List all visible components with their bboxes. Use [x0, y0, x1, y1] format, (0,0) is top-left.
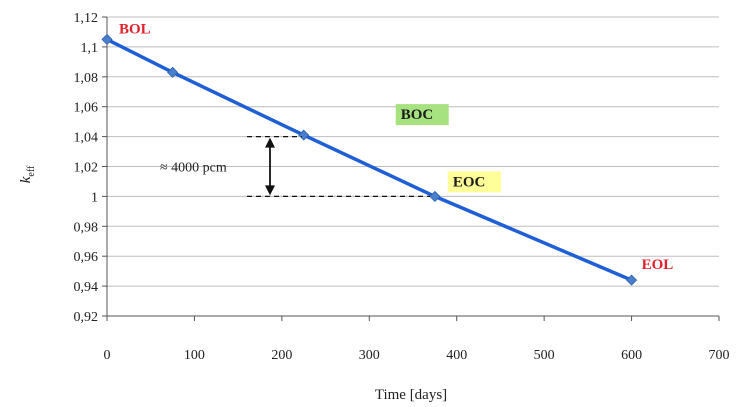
- y-tick-label: 0,98: [74, 220, 99, 235]
- y-tick-label: 1,02: [74, 161, 99, 176]
- x-tick-label: 100: [184, 348, 205, 363]
- y-axis-title: keff: [18, 165, 37, 183]
- annotation-highlight: [395, 104, 449, 126]
- series: [101, 33, 638, 286]
- grid-lines: [107, 16, 719, 287]
- annotation-highlight: [447, 171, 501, 193]
- y-tick-label: 1,06: [74, 101, 99, 116]
- x-tick-label: 600: [621, 348, 642, 363]
- x-tick-label: 200: [271, 348, 292, 363]
- x-tick-label: 700: [709, 348, 730, 363]
- x-tick-label: 300: [359, 348, 380, 363]
- annotation-label: BOC: [401, 107, 434, 123]
- data-point-marker: [429, 190, 441, 202]
- y-tick-label: 0,96: [74, 250, 99, 265]
- point-annotations: BOL BOC EOC EOL: [119, 21, 673, 273]
- arrow-down-icon: [265, 185, 275, 196]
- data-point-marker: [167, 66, 179, 78]
- arrow-up-icon: [265, 137, 275, 148]
- difference-label: ≈ 4000 pcm: [160, 161, 227, 176]
- data-point-marker: [298, 129, 310, 141]
- y-axis-title-main: k: [18, 176, 34, 183]
- data-point-marker: [101, 33, 113, 45]
- y-tick-label: 1,04: [74, 131, 99, 146]
- x-tick-labels: 0 100 200 300 400 500 600 700: [104, 348, 730, 363]
- y-tick-label: 0,92: [74, 310, 99, 325]
- y-tick-label: 1: [91, 190, 98, 205]
- annotation-label: BOL: [119, 21, 151, 37]
- y-tick-label: 1,12: [74, 11, 99, 26]
- x-tick-label: 500: [534, 348, 555, 363]
- y-tick-label: 1,08: [74, 71, 99, 86]
- difference-annotation: ≈ 4000 pcm: [160, 136, 430, 197]
- y-tick-label: 0,94: [74, 280, 99, 295]
- x-axis-title: Time [days]: [375, 387, 447, 403]
- y-axis-title-sub: eff: [26, 165, 37, 177]
- y-tick-label: 1,1: [81, 41, 99, 56]
- x-tick-label: 400: [446, 348, 467, 363]
- y-tick-labels: 0,92 0,94 0,96 0,98 1 1,02 1,04 1,06 1,08 1,1 1,12: [74, 11, 99, 325]
- annotation-label: EOC: [453, 174, 486, 190]
- annotation-label: EOL: [642, 257, 674, 273]
- axes: [102, 16, 720, 321]
- x-tick-label: 0: [104, 348, 111, 363]
- data-point-marker: [626, 274, 638, 286]
